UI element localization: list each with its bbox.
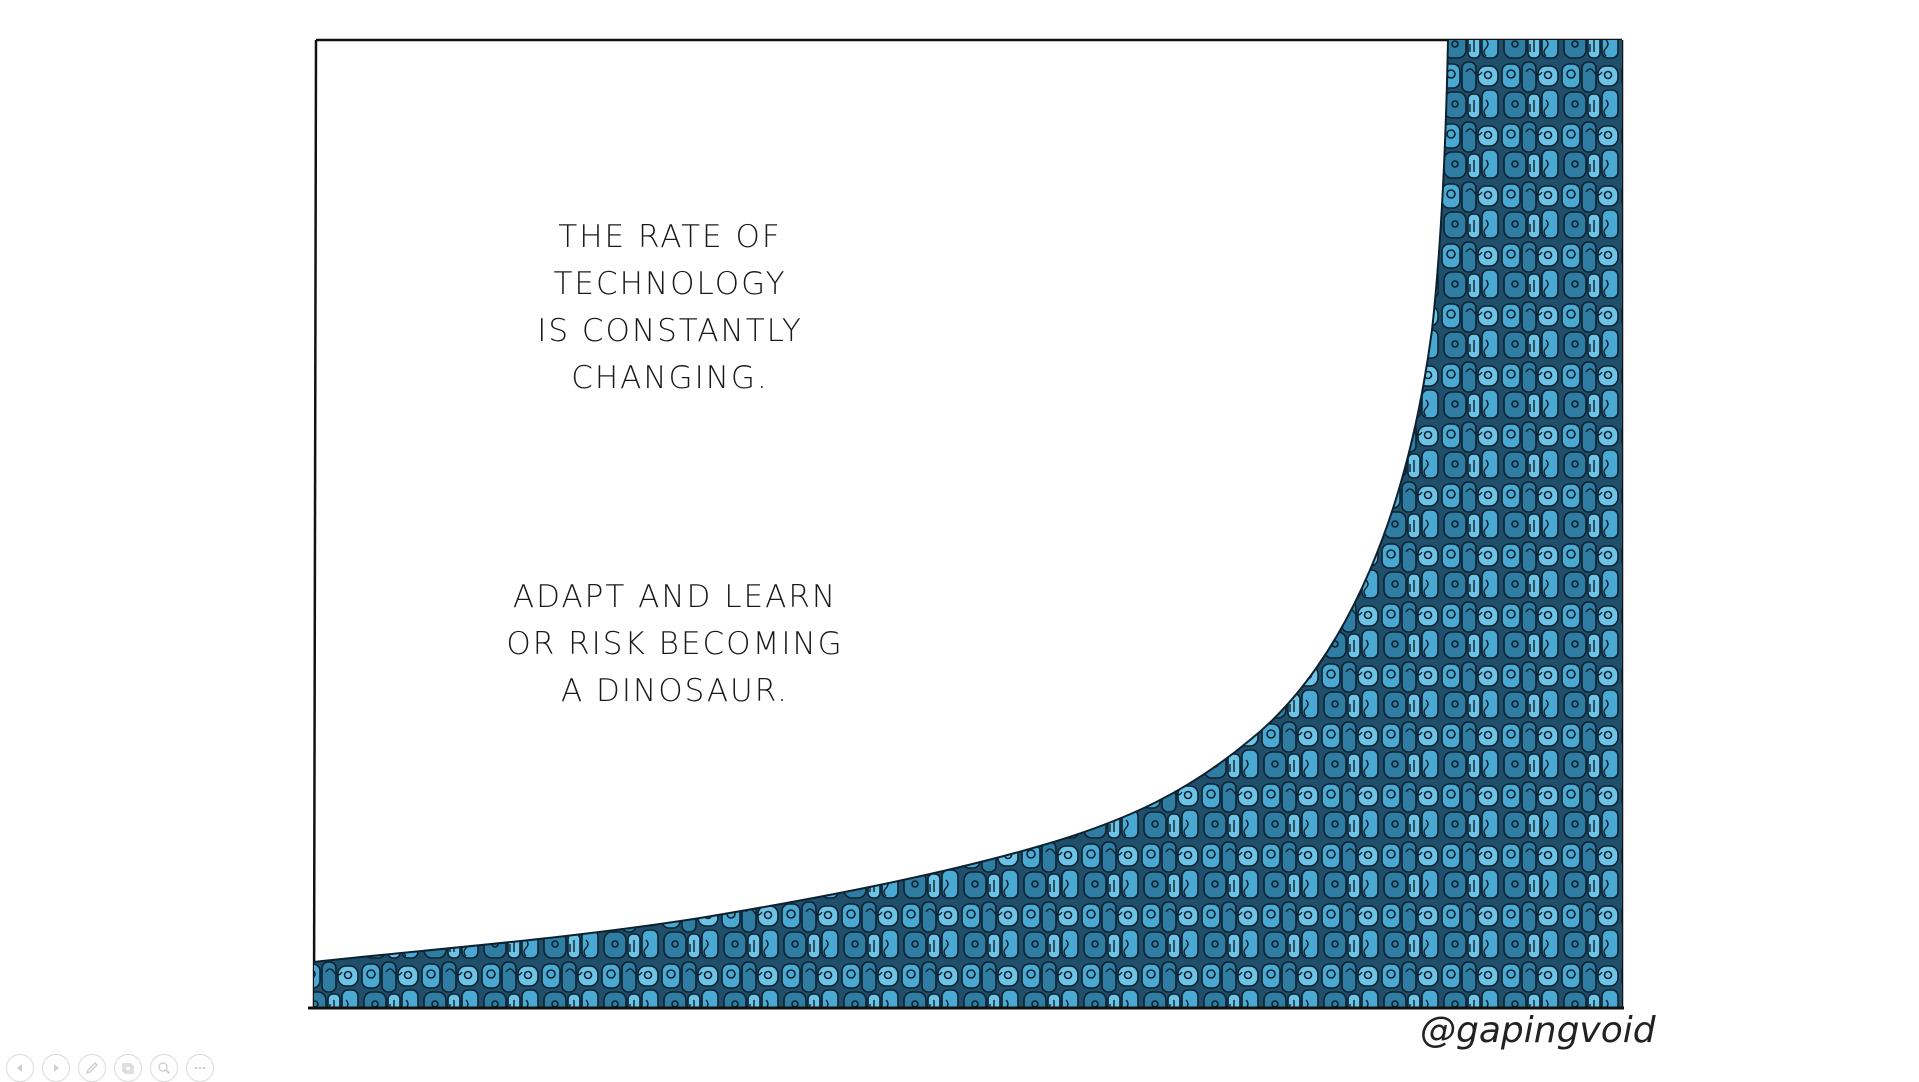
caption-top-line: IS CONSTANTLY [537, 313, 803, 349]
ellipsis-icon [194, 1066, 206, 1070]
caption-bottom-line: A DINOSAUR. [560, 673, 790, 709]
caption-top: THE RATE OF TECHNOLOGY IS CONSTANTLY CHA… [520, 214, 820, 402]
zoom-button[interactable] [150, 1054, 178, 1082]
caption-bottom-line: OR RISK BECOMING [506, 626, 844, 662]
caption-bottom: ADAPT AND LEARN OR RISK BECOMING A DINOS… [480, 574, 870, 715]
crowd-curve [314, 40, 1622, 1008]
frame-left [312, 39, 318, 1009]
previous-slide-button[interactable] [6, 1054, 34, 1082]
pen-button[interactable] [78, 1054, 106, 1082]
arrow-left-icon [17, 1064, 22, 1072]
more-options-button[interactable] [186, 1054, 214, 1082]
caption-top-line: TECHNOLOGY [553, 266, 787, 302]
slides-button[interactable] [114, 1054, 142, 1082]
slides-icon [122, 1063, 134, 1074]
pen-icon [85, 1062, 98, 1075]
caption-bottom-line: ADAPT AND LEARN [512, 579, 838, 615]
next-slide-button[interactable] [42, 1054, 70, 1082]
magnifier-icon [158, 1062, 171, 1075]
arrow-right-icon [54, 1064, 59, 1072]
crowd-outline [313, 39, 1449, 963]
slideshow-controls [6, 1054, 214, 1082]
caption-top-line: CHANGING. [571, 360, 769, 396]
artist-signature: @gapingvoid [1420, 1010, 1656, 1051]
caption-top-line: THE RATE OF [558, 219, 782, 255]
